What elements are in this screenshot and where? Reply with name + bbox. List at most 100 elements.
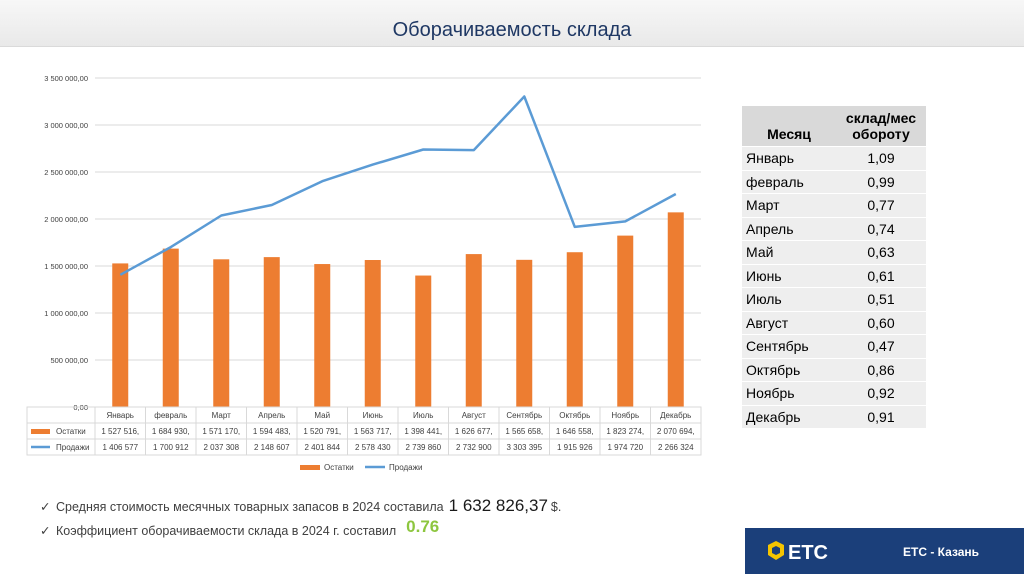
turnover-cell: 0,77 (836, 193, 926, 217)
data-label: 1 520 791, (303, 427, 341, 436)
month-cell: Октябрь (742, 357, 836, 382)
bar (112, 263, 129, 407)
table-row: Январь 1,09 (742, 146, 926, 170)
turnover-cell: 0,99 (836, 169, 926, 194)
turnover-cell: 0,86 (836, 357, 926, 382)
turnover-cell: 0,47 (836, 334, 926, 358)
month-cell: Август (742, 310, 836, 335)
data-label: 2 401 844 (304, 443, 340, 452)
data-label: 2 578 430 (355, 443, 391, 452)
turnover-cell: 0,51 (836, 287, 926, 311)
bar (213, 259, 230, 407)
x-tick-label: Ноябрь (611, 411, 639, 420)
legend-label: Продажи (389, 463, 422, 472)
x-tick-label: Январь (107, 411, 134, 420)
y-tick-label: 500 000,00 (50, 356, 88, 365)
data-label: 1 915 926 (557, 443, 593, 452)
legend-swatch-stock (300, 465, 320, 470)
legend-label: Остатки (324, 463, 354, 472)
x-tick-label: Май (314, 411, 330, 420)
table-row: Сентябрь 0,47 (742, 334, 926, 358)
y-tick-label: 3 000 000,00 (44, 121, 88, 130)
bar (263, 257, 280, 407)
table-row: Март 0,77 (742, 193, 926, 217)
col-header-turnover: склад/мес обороту (836, 106, 926, 147)
avg-stock-value: 1 632 826,37 (448, 496, 548, 515)
check-icon: ✓ (40, 500, 51, 514)
bar (465, 254, 482, 407)
turnover-table: Месяц склад/мес обороту Январь 1,09 февра… (742, 106, 926, 428)
data-label: 2 037 308 (203, 443, 239, 452)
month-cell: Июль (742, 287, 836, 311)
x-tick-label: Октябрь (559, 411, 590, 420)
bar (667, 212, 684, 407)
bar (162, 248, 179, 407)
legend-key-bar (31, 429, 50, 434)
turnover-cell: 0,61 (836, 263, 926, 288)
table-row: февраль 0,99 (742, 169, 926, 194)
note-avg-stock: ✓ Средняя стоимость месячных товарных за… (40, 496, 561, 520)
x-tick-label: Апрель (258, 411, 285, 420)
table-row: Апрель 0,74 (742, 216, 926, 241)
bar (314, 264, 331, 407)
data-label: 1 398 441, (404, 427, 442, 436)
data-label: 1 571 170, (202, 427, 240, 436)
y-tick-label: 2 500 000,00 (44, 168, 88, 177)
table-row: Декабрь 0,91 (742, 404, 926, 428)
x-tick-label: Август (462, 411, 486, 420)
table-row: Июль 0,51 (742, 287, 926, 311)
data-label: 2 070 694, (657, 427, 695, 436)
data-label: 2 739 860 (405, 443, 441, 452)
data-label: 1 406 577 (102, 443, 138, 452)
data-label: 1 563 717, (354, 427, 392, 436)
data-label: 1 594 483, (253, 427, 291, 436)
data-label: 1 527 516, (101, 427, 139, 436)
bar (364, 260, 381, 407)
data-label: 2 148 607 (254, 443, 290, 452)
y-tick-label: 2 000 000,00 (44, 215, 88, 224)
avg-stock-unit: $. (550, 500, 562, 514)
note-turnover-ratio: ✓ Коэффициент оборачиваемости склада в 2… (40, 517, 561, 544)
x-tick-label: Декабрь (660, 411, 691, 420)
series-label: Остатки (56, 427, 86, 436)
month-cell: Сентябрь (742, 334, 836, 358)
y-tick-label: 1 500 000,00 (44, 262, 88, 271)
month-cell: Ноябрь (742, 381, 836, 405)
summary-notes: ✓ Средняя стоимость месячных товарных за… (40, 496, 561, 544)
month-cell: Март (742, 193, 836, 217)
x-tick-label: февраль (154, 411, 187, 420)
table-row: Август 0,60 (742, 310, 926, 335)
month-cell: февраль (742, 169, 836, 194)
data-label: 3 303 395 (506, 443, 542, 452)
bar (415, 275, 432, 407)
note-avg-stock-text: Средняя стоимость месячных товарных запа… (56, 500, 444, 514)
sales-line (119, 95, 677, 276)
data-label: 1 646 558, (556, 427, 594, 436)
footer-bar: ETC ETC - Казань (745, 528, 1024, 574)
data-label: 1 626 677, (455, 427, 493, 436)
table-row: Июнь 0,61 (742, 263, 926, 288)
series-label: Продажи (56, 443, 89, 452)
data-label: 2 266 324 (658, 443, 694, 452)
x-tick-label: Сентябрь (506, 411, 542, 420)
data-label: 1 684 930, (152, 427, 190, 436)
turnover-cell: 0,60 (836, 310, 926, 335)
data-label: 1 823 274, (606, 427, 644, 436)
data-label: 1 974 720 (607, 443, 643, 452)
month-cell: Май (742, 240, 836, 264)
logo-text: ETC (788, 542, 828, 563)
data-label: 1 565 658, (505, 427, 543, 436)
month-cell: Декабрь (742, 404, 836, 428)
month-cell: Январь (742, 146, 836, 170)
note-turnover-ratio-text: Коэффициент оборачиваемости склада в 202… (56, 524, 397, 538)
header-bar: Оборачиваемость склада (0, 0, 1024, 47)
y-tick-label: 3 500 000,00 (44, 74, 88, 83)
month-cell: Апрель (742, 216, 836, 241)
table-row: Ноябрь 0,92 (742, 381, 926, 405)
data-label: 2 732 900 (456, 443, 492, 452)
x-tick-label: Июль (413, 411, 433, 420)
etc-logo: ETC (768, 541, 828, 563)
table-row: Май 0,63 (742, 240, 926, 264)
month-cell: Июнь (742, 263, 836, 288)
